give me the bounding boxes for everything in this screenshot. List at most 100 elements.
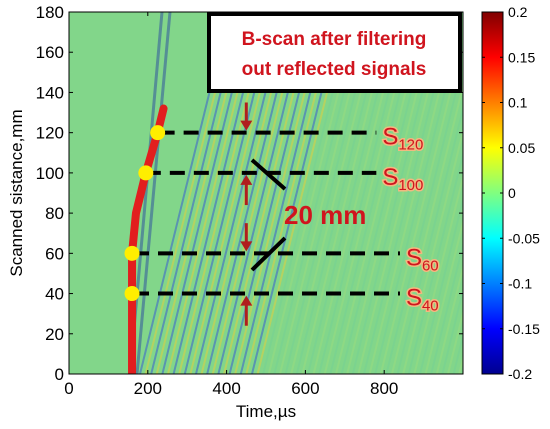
- wave-stripe: [167, 69, 244, 374]
- wave-stripe: [323, 69, 401, 374]
- wave-stripe: [419, 195, 463, 374]
- colorbar-tick-label: 0.2: [508, 4, 528, 20]
- wave-stripe: [206, 69, 284, 374]
- wave-stripe: [402, 127, 463, 374]
- wave-stripe: [447, 309, 463, 374]
- wave-stripe: [139, 69, 216, 374]
- wave-stripe: [279, 69, 356, 374]
- x-tick-label: 200: [134, 379, 162, 398]
- colorbar-tick-label: 0.05: [508, 140, 535, 156]
- title-line-1: B-scan after filtering: [242, 29, 427, 50]
- y-tick-label: 100: [36, 164, 64, 183]
- marker-point: [150, 125, 166, 141]
- colorbar-tick-label: -0.1: [508, 276, 532, 292]
- wave-stripe: [150, 69, 228, 374]
- wave-stripe: [357, 69, 435, 374]
- marker-point: [124, 286, 140, 302]
- wave-stripe: [251, 69, 328, 374]
- wave-stripe: [368, 69, 446, 374]
- wave-stripe: [363, 69, 440, 374]
- wave-stripe: [223, 69, 300, 374]
- title-box: B-scan after filtering out reflected sig…: [207, 12, 462, 93]
- wave-stripe: [312, 69, 390, 374]
- wave-stripe: [245, 69, 323, 374]
- wave-stripe: [318, 69, 396, 374]
- wave-stripe: [385, 69, 463, 374]
- wave-stripe: [379, 69, 457, 374]
- wave-stripe: [346, 69, 424, 374]
- wave-stripe: [374, 69, 452, 374]
- wave-stripe: [413, 172, 463, 374]
- y-tick-label: 180: [36, 3, 64, 22]
- wave-stripe: [267, 69, 345, 374]
- wave-stripe: [161, 69, 239, 374]
- colorbar-tick-label: -0.15: [508, 321, 540, 337]
- wave-texture: [128, 12, 463, 374]
- wave-stripe: [144, 69, 222, 374]
- marker-point: [138, 165, 154, 181]
- colorbar-tick-label: 0: [508, 185, 516, 201]
- y-tick-label: 0: [55, 365, 64, 384]
- x-axis-label: Time,µs: [236, 402, 296, 421]
- y-tick-label: 140: [36, 83, 64, 102]
- wave-stripe: [307, 69, 384, 374]
- signal-label-subscript: 60: [422, 257, 439, 274]
- y-ticks: 0 20 40 60 80 100 120 140 160 180: [36, 3, 463, 384]
- colorbar-tick-label: 0.1: [508, 95, 528, 111]
- gap-arrow-head: [240, 295, 253, 306]
- y-tick-label: 80: [45, 204, 64, 223]
- wave-stripe: [262, 69, 340, 374]
- wave-stripe: [155, 69, 233, 374]
- colorbar-ticks: 0.2 0.15 0.1 0.05 0 -0.05 -0.1 -0.15 -0.2: [482, 4, 540, 382]
- wave-stripe: [430, 240, 463, 374]
- wave-stripe-strong: [135, 12, 172, 374]
- wave-stripe: [351, 69, 429, 374]
- wave-stripe: [335, 69, 412, 374]
- x-tick-label: 400: [212, 379, 240, 398]
- signal-label-subscript: 40: [422, 298, 439, 315]
- gap-arrow-head: [240, 241, 253, 252]
- signal-label-subscript: 120: [398, 137, 423, 154]
- wave-stripe: [228, 69, 306, 374]
- x-tick-label: 600: [291, 379, 319, 398]
- wave-stripe: [424, 218, 463, 374]
- wave-stripe: [172, 69, 250, 374]
- wave-stripe: [340, 69, 418, 374]
- x-ticks: 0 200 400 600 800: [64, 12, 398, 398]
- wave-stripe: [256, 69, 334, 374]
- x-tick-label: 800: [370, 379, 398, 398]
- wave-stripe: [391, 82, 463, 374]
- wave-stripe: [396, 104, 463, 374]
- wave-stripe: [273, 69, 351, 374]
- wave-stripe: [407, 150, 463, 374]
- y-tick-label: 60: [45, 244, 64, 263]
- colorbar: [481, 11, 504, 375]
- y-axis-label: Scanned sistance,mm: [7, 109, 26, 276]
- gap-arrow-head: [240, 120, 253, 131]
- colorbar-tick-label: -0.2: [508, 366, 532, 382]
- colorbar-tick-label: -0.05: [508, 230, 540, 246]
- wave-stripe: [441, 286, 463, 374]
- wave-stripe: [290, 69, 368, 374]
- colorbar-tick-label: 0.15: [508, 49, 535, 65]
- title-line-2: out reflected signals: [242, 59, 427, 80]
- x-tick-label: 0: [64, 379, 73, 398]
- y-tick-label: 20: [45, 325, 64, 344]
- wave-stripe: [217, 69, 295, 374]
- wave-stripe: [295, 69, 373, 374]
- wave-stripe: [189, 69, 267, 374]
- wave-stripe: [329, 69, 407, 374]
- y-tick-label: 160: [36, 43, 64, 62]
- wave-stripe: [200, 69, 278, 374]
- gap-arrow-head: [240, 174, 253, 185]
- wave-stripe: [195, 69, 272, 374]
- dimension-label: 20 mm: [284, 200, 366, 230]
- wave-stripe: [435, 263, 463, 374]
- wave-stripe: [284, 69, 362, 374]
- signal-label-subscript: 100: [398, 177, 423, 194]
- y-tick-label: 120: [36, 124, 64, 143]
- y-tick-label: 40: [45, 285, 64, 304]
- wave-stripe: [211, 69, 289, 374]
- wave-stripe: [239, 69, 317, 374]
